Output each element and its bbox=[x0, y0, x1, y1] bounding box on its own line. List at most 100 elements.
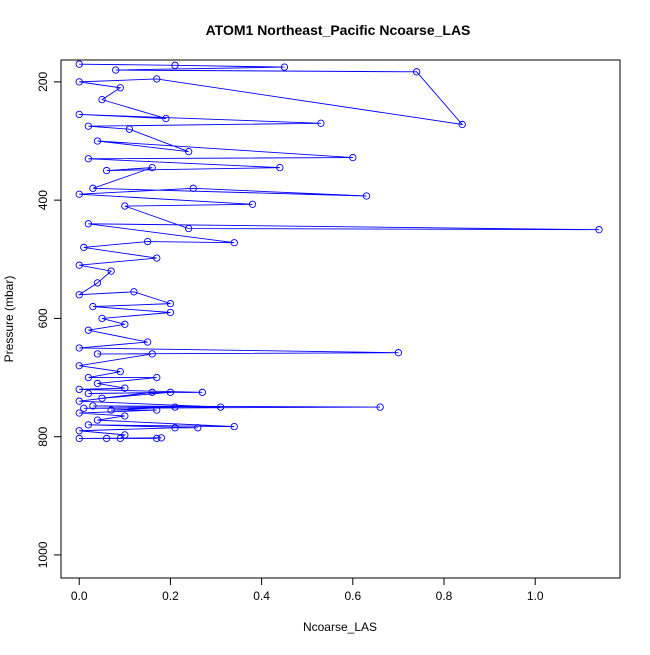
data-point bbox=[75, 397, 83, 405]
data-point bbox=[116, 367, 124, 376]
data-point bbox=[75, 261, 83, 269]
data-point bbox=[248, 200, 257, 208]
data-point bbox=[84, 373, 93, 382]
data-point bbox=[93, 137, 102, 145]
data-point bbox=[171, 403, 179, 411]
data-point bbox=[75, 409, 83, 417]
data-point bbox=[102, 434, 111, 443]
data-point bbox=[84, 326, 93, 334]
data-point bbox=[84, 122, 93, 130]
data-point bbox=[153, 373, 161, 382]
data-point bbox=[121, 320, 129, 328]
data-point bbox=[89, 402, 97, 410]
data-line bbox=[77, 63, 600, 439]
data-point bbox=[166, 299, 175, 308]
data-point bbox=[121, 431, 129, 439]
data-point bbox=[189, 184, 197, 192]
data-point bbox=[116, 84, 124, 92]
data-point bbox=[75, 110, 83, 119]
data-point bbox=[89, 184, 97, 192]
data-point bbox=[84, 155, 93, 163]
data-point bbox=[153, 406, 161, 414]
data-point bbox=[458, 120, 466, 129]
data-point bbox=[75, 385, 83, 394]
data-point bbox=[84, 220, 93, 228]
data-point bbox=[194, 424, 202, 432]
data-point bbox=[121, 412, 129, 420]
x-tick-label: 0.2 bbox=[162, 589, 179, 603]
data-point bbox=[80, 243, 88, 252]
data-point bbox=[153, 434, 161, 443]
data-point bbox=[107, 267, 115, 275]
x-tick-label: 0.0 bbox=[71, 589, 88, 603]
data-point bbox=[102, 166, 111, 175]
data-point bbox=[166, 388, 175, 396]
y-tick-label: 200 bbox=[36, 72, 50, 92]
data-point bbox=[75, 78, 83, 86]
data-point bbox=[280, 63, 289, 71]
data-point bbox=[130, 288, 138, 296]
data-point bbox=[84, 389, 93, 398]
y-tick-label: 600 bbox=[36, 308, 50, 328]
data-point bbox=[121, 384, 129, 392]
chart-title: ATOM1 Northeast_Pacific Ncoarse_LAS bbox=[206, 22, 471, 38]
data-point bbox=[98, 95, 106, 104]
data-point bbox=[93, 350, 102, 358]
data-point bbox=[198, 388, 206, 396]
data-point bbox=[276, 163, 284, 172]
data-point bbox=[75, 427, 83, 435]
data-point bbox=[153, 75, 161, 83]
data-point bbox=[75, 60, 83, 68]
data-point bbox=[162, 114, 170, 123]
data-point bbox=[84, 421, 93, 429]
data-point bbox=[75, 190, 83, 198]
data-point bbox=[148, 350, 156, 358]
data-point bbox=[75, 362, 83, 370]
data-point bbox=[143, 338, 152, 346]
data-point bbox=[93, 416, 102, 424]
data-point bbox=[75, 344, 83, 352]
y-axis-title: Pressure (mbar) bbox=[2, 276, 16, 363]
data-point bbox=[80, 404, 88, 412]
data-point bbox=[143, 237, 152, 246]
data-point bbox=[148, 388, 156, 396]
x-tick-label: 0.6 bbox=[344, 589, 361, 603]
data-point bbox=[112, 66, 120, 74]
y-tick-label: 1000 bbox=[36, 541, 50, 568]
data-point bbox=[317, 119, 325, 127]
data-point bbox=[157, 434, 165, 442]
data-point bbox=[185, 224, 193, 233]
data-point bbox=[75, 291, 83, 299]
data-point bbox=[107, 406, 115, 414]
y-tick-label: 800 bbox=[36, 426, 50, 446]
x-tick-label: 0.4 bbox=[253, 589, 270, 603]
data-point bbox=[171, 61, 179, 69]
data-point bbox=[349, 153, 357, 162]
data-point bbox=[412, 68, 421, 76]
data-point bbox=[153, 254, 161, 262]
data-point bbox=[171, 424, 179, 432]
data-point bbox=[93, 379, 102, 388]
data-point bbox=[89, 302, 97, 311]
data-point bbox=[595, 226, 603, 234]
data-point bbox=[121, 202, 129, 210]
x-tick-label: 0.8 bbox=[436, 589, 453, 603]
data-point bbox=[75, 434, 83, 443]
data-point bbox=[166, 308, 175, 317]
data-point bbox=[230, 422, 238, 431]
data-point bbox=[93, 279, 102, 287]
data-point bbox=[98, 394, 106, 402]
data-point bbox=[394, 349, 403, 357]
x-tick-label: 1.0 bbox=[527, 589, 544, 603]
y-tick-label: 400 bbox=[36, 190, 50, 210]
data-point bbox=[362, 192, 371, 200]
data-point bbox=[216, 403, 225, 411]
data-point bbox=[148, 163, 156, 172]
x-axis-title: Ncoarse_LAS bbox=[303, 620, 377, 634]
data-point bbox=[230, 239, 238, 247]
data-point bbox=[376, 403, 384, 411]
data-point bbox=[125, 125, 134, 133]
